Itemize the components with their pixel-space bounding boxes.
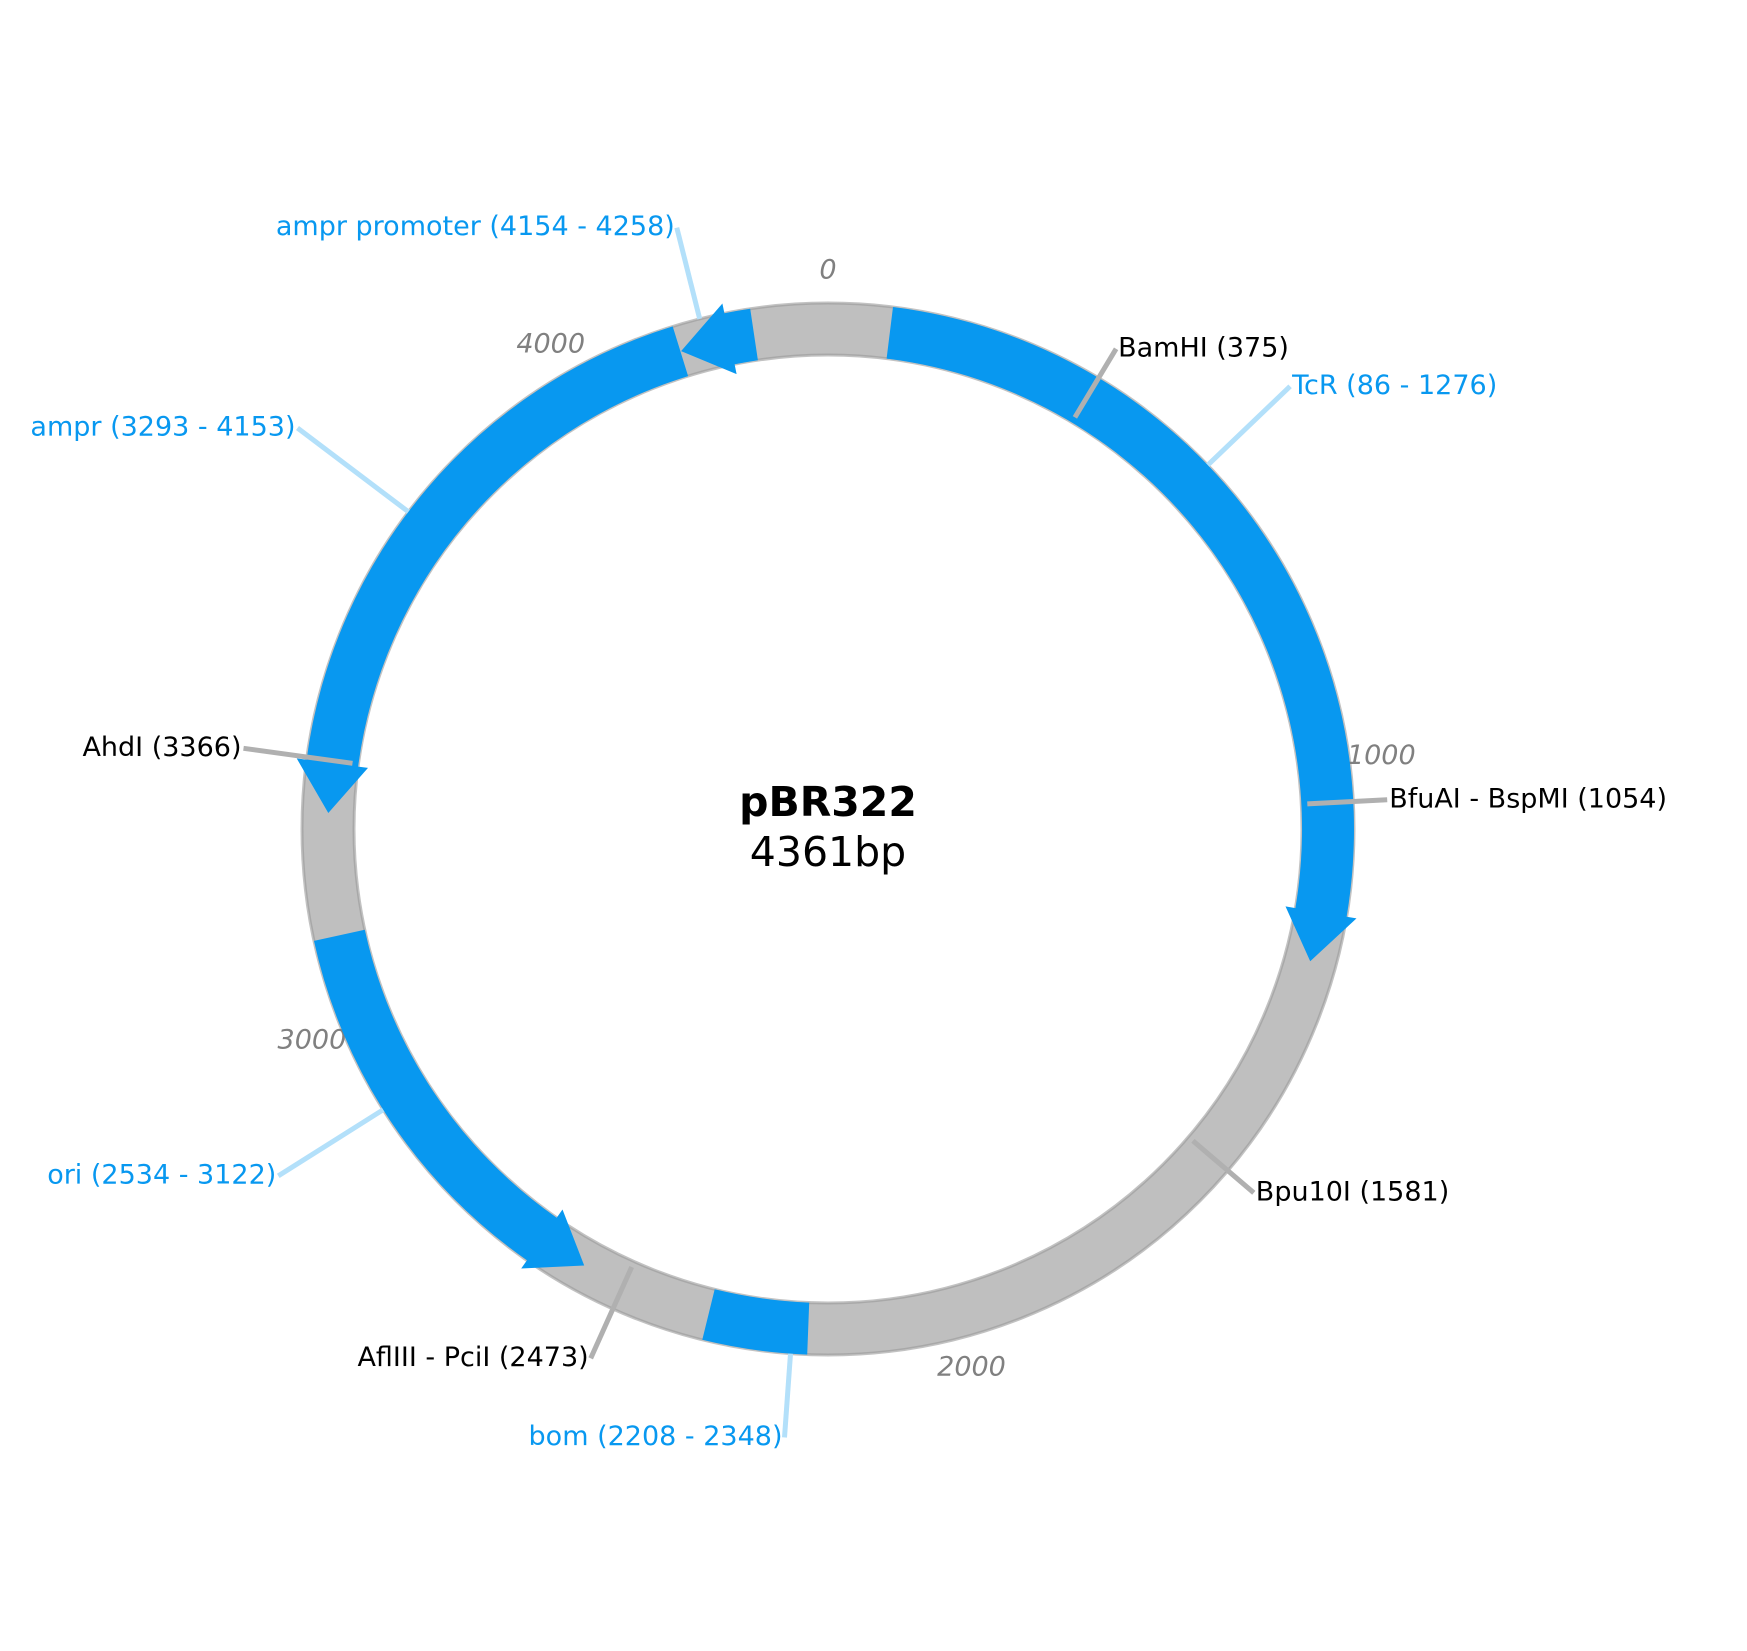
feature-bom-arrow	[702, 1289, 810, 1355]
feature-bom-leader-line	[782, 1353, 793, 1438]
backbone-inner-edge	[352, 353, 1304, 1305]
feature-tcr-arrow	[886, 307, 1357, 962]
site-afliii-pcii-label: AflIII - PciI (2473)	[357, 1342, 588, 1373]
site-bamhi-label: BamHI (375)	[1118, 332, 1289, 363]
feature-tcr-leader-line	[1206, 384, 1292, 467]
feature-ampr-leader-line	[295, 426, 410, 514]
leader-lines	[243, 227, 1388, 1438]
site-bpu10i-leader-line	[1191, 1138, 1256, 1195]
backbone-outer-edge	[300, 301, 1356, 1357]
plasmid-size: 4361bp	[750, 828, 906, 876]
site-afliii-pcii-leader-line	[588, 1265, 634, 1360]
site-bamhi-leader-line	[1072, 347, 1119, 419]
feature-ampr-promoter-arrow	[681, 303, 758, 375]
tick-labels: 0 1000 2000 3000 4000	[278, 255, 1416, 1383]
feature-ampr-promoter-label: ampr promoter (4154 - 4258)	[276, 211, 675, 242]
site-bfuai-bspmi-leader-line	[1307, 797, 1388, 807]
feature-ori-label: ori (2534 - 3122)	[47, 1159, 276, 1190]
site-ahdi-label: AhdI (3366)	[82, 732, 241, 763]
feature-tcr-label: TcR (86 - 1276)	[1291, 370, 1497, 401]
site-bpu10i-label: Bpu10I (1581)	[1256, 1176, 1449, 1207]
tick-label-2000: 2000	[937, 1352, 1006, 1383]
feature-ori-arrow	[314, 929, 585, 1269]
tick-label-0: 0	[819, 255, 836, 286]
feature-ori-leader-line	[276, 1107, 385, 1179]
tick-label-4000: 4000	[516, 328, 585, 359]
feature-bom-label: bom (2208 - 2348)	[529, 1421, 783, 1452]
tick-label-3000: 3000	[278, 1025, 347, 1056]
feature-ampr-promoter-leader-line	[674, 227, 703, 320]
tick-label-1000: 1000	[1347, 740, 1416, 771]
annotation-labels: TcR (86 - 1276) bom (2208 - 2348) ori (253…	[30, 211, 1667, 1452]
site-ahdi-leader-line	[243, 745, 353, 766]
feature-ampr-label: ampr (3293 - 4153)	[30, 412, 295, 443]
site-bfuai-bspmi-label: BfuAI - BspMI (1054)	[1389, 783, 1667, 814]
plasmid-name: pBR322	[739, 778, 917, 826]
feature-ampr-arrow	[296, 326, 689, 813]
feature-arrows	[296, 303, 1357, 1355]
